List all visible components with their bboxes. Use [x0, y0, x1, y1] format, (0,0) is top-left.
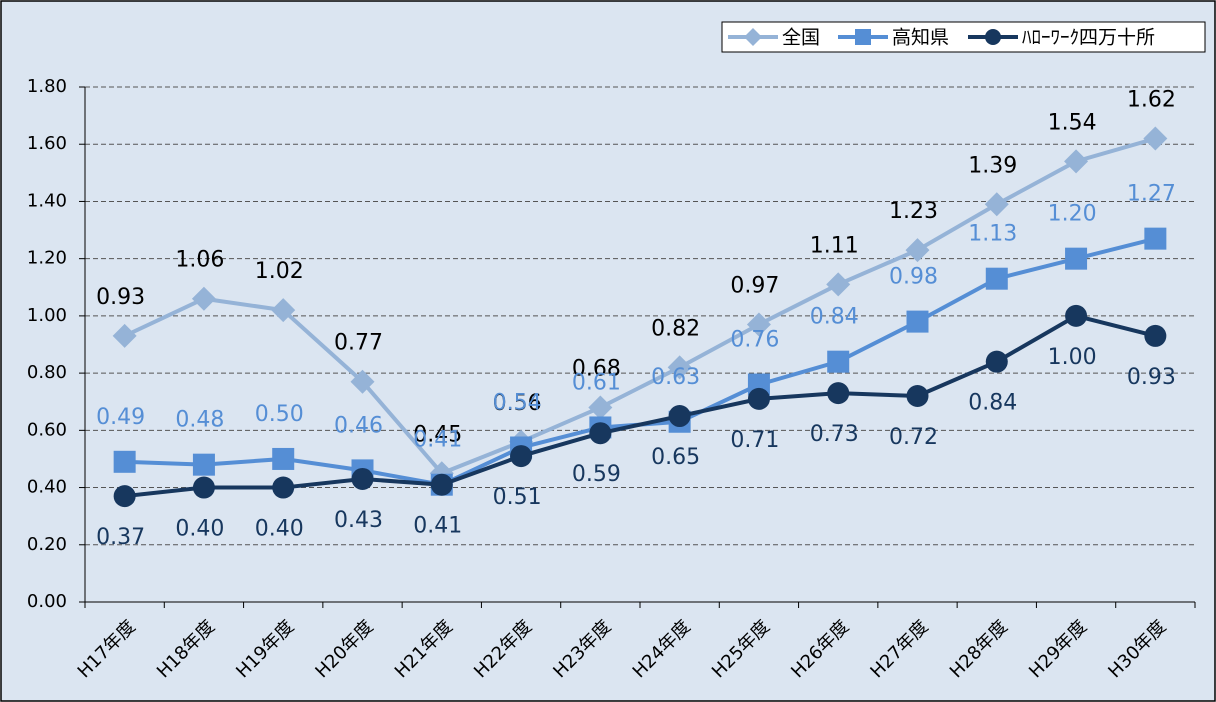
series-line [123, 136, 1156, 476]
marker [906, 310, 929, 333]
marker [192, 476, 215, 499]
data-label: 1.27 [1127, 182, 1176, 207]
y-tick-label: 0.20 [27, 534, 67, 555]
data-label: 1.02 [255, 259, 304, 284]
marker [827, 382, 850, 405]
data-label: 0.73 [810, 422, 859, 447]
data-label: 1.20 [1048, 202, 1097, 227]
marker [589, 422, 612, 445]
legend-marker [855, 29, 871, 45]
marker [1144, 227, 1167, 250]
marker [350, 369, 375, 394]
legend-label: 高知県 [892, 27, 949, 49]
data-label: 0.93 [96, 285, 145, 310]
data-label: 0.49 [96, 405, 145, 430]
marker [1065, 247, 1088, 270]
y-tick-label: 1.80 [27, 76, 67, 97]
data-label: 0.59 [572, 462, 621, 487]
data-label: 0.40 [175, 517, 224, 542]
marker [1144, 324, 1167, 347]
marker [272, 476, 295, 499]
y-tick-label: 0.00 [27, 591, 67, 612]
data-label: 0.41 [413, 428, 462, 453]
data-label: 0.72 [889, 425, 938, 450]
data-label: 1.06 [175, 248, 224, 273]
data-label: 1.54 [1048, 110, 1097, 135]
data-label: 0.97 [730, 273, 779, 298]
y-tick-label: 0.80 [27, 362, 67, 383]
data-label: 0.40 [255, 517, 304, 542]
data-label: 0.51 [493, 485, 542, 510]
data-label: 0.46 [334, 413, 383, 438]
y-tick-label: 1.60 [27, 133, 67, 154]
marker [905, 238, 930, 263]
data-label: 0.98 [889, 265, 938, 290]
data-label: 0.56 [493, 391, 542, 416]
marker [191, 286, 216, 311]
data-label: 1.00 [1048, 345, 1097, 370]
marker [1143, 126, 1168, 151]
data-label: 1.39 [968, 153, 1017, 178]
marker [112, 323, 137, 348]
marker [113, 485, 136, 508]
data-label: 0.84 [968, 391, 1017, 416]
legend-marker [744, 28, 762, 46]
data-label: 0.93 [1127, 365, 1176, 390]
data-label: 0.84 [810, 305, 859, 330]
y-tick-label: 0.40 [27, 477, 67, 498]
data-label: 1.11 [810, 233, 859, 258]
data-label: 0.48 [175, 408, 224, 433]
data-label: 0.82 [651, 316, 700, 341]
y-tick-label: 1.00 [27, 305, 67, 326]
data-label: 1.62 [1127, 88, 1176, 113]
data-label: 0.65 [651, 445, 700, 470]
marker [588, 395, 613, 420]
marker [113, 450, 136, 473]
data-label: 1.13 [968, 222, 1017, 247]
marker [826, 272, 851, 297]
data-label: 0.76 [730, 328, 779, 353]
data-label: 0.50 [255, 402, 304, 427]
marker [668, 405, 691, 428]
marker [985, 267, 1008, 290]
marker [192, 453, 215, 476]
marker [906, 385, 929, 407]
legend-box [721, 21, 1206, 53]
marker [351, 467, 374, 490]
data-label: 0.71 [730, 428, 779, 453]
legend-label: 全国 [782, 27, 820, 49]
data-label: 0.45 [413, 422, 462, 447]
marker [271, 298, 296, 323]
marker [747, 387, 770, 410]
series-line [124, 313, 1156, 499]
data-label: 0.41 [413, 514, 462, 539]
legend-marker [985, 29, 1001, 45]
data-label: 0.61 [572, 370, 621, 395]
marker [1064, 149, 1089, 174]
marker [746, 312, 771, 337]
marker [1065, 304, 1088, 327]
marker [667, 355, 692, 380]
data-label: 0.37 [96, 525, 145, 550]
marker [827, 350, 850, 373]
y-tick-label: 1.40 [27, 190, 67, 211]
legend-label: ﾊﾛｰﾜｰｸ四万十所 [1022, 27, 1155, 49]
data-label: 0.68 [572, 356, 621, 381]
data-label: 0.43 [334, 508, 383, 533]
marker [430, 473, 453, 496]
y-tick-label: 0.60 [27, 419, 67, 440]
marker [984, 192, 1009, 217]
marker [272, 447, 295, 470]
data-label: 0.63 [651, 365, 700, 390]
data-label: 1.23 [889, 199, 938, 224]
y-tick-label: 1.20 [27, 248, 67, 269]
marker [985, 350, 1008, 373]
data-label: 0.54 [493, 391, 542, 416]
data-label: 0.77 [334, 331, 383, 356]
marker [510, 445, 533, 468]
